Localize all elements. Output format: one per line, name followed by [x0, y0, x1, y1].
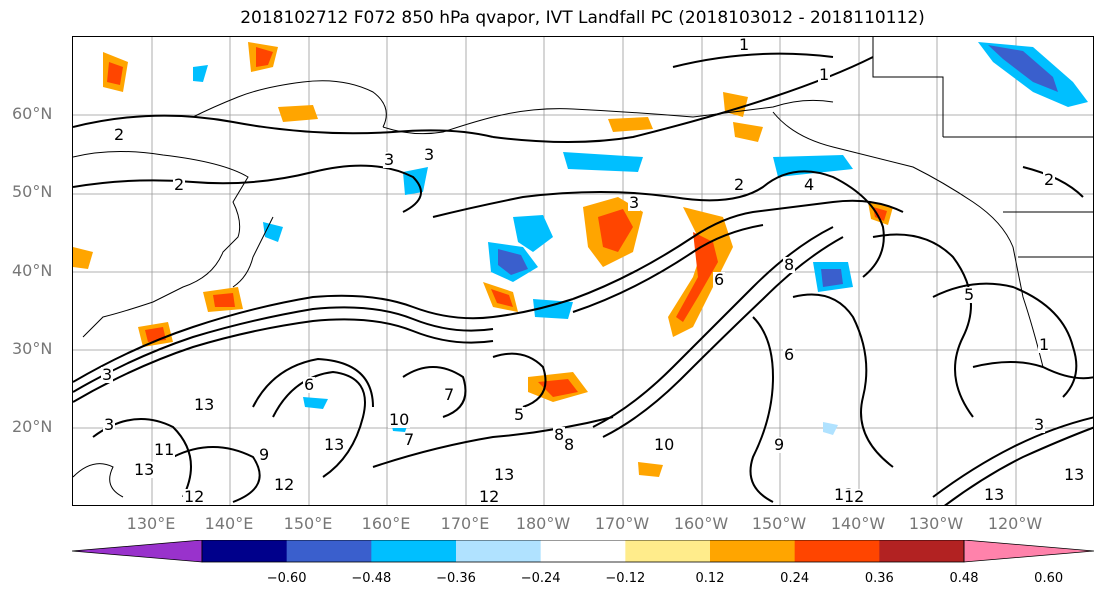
positive-anomaly-region: [278, 105, 318, 122]
map-panel: 1 2 2 3 2 3 4 2 3 3 6 7 3 13 6 10 7 13 5 8 8 9 13 12 13 12 12 11 13 1…: [72, 36, 1094, 506]
positive-anomaly-region: [608, 117, 653, 132]
colorbar-segment: [540, 540, 626, 562]
lon-label: 150°E: [283, 514, 333, 533]
colorbar: [71, 539, 1095, 568]
colorbar-tick-label: −0.60: [266, 571, 307, 586]
lon-label: 170°E: [440, 514, 490, 533]
lon-label: 140°E: [204, 514, 254, 533]
colorbar-tick-label: −0.24: [520, 571, 561, 586]
lon-label: 140°W: [830, 514, 886, 533]
colorbar-segment: [286, 540, 372, 562]
colorbar-segment: [794, 540, 880, 562]
lon-label: 130°W: [908, 514, 964, 533]
negative-anomaly-core: [498, 249, 528, 275]
map-plot: [73, 37, 1093, 505]
gridlines: [73, 37, 1093, 505]
negative-anomaly-region: [391, 422, 408, 432]
lat-label-40n: 40°N: [12, 261, 53, 280]
lon-label: 130°E: [126, 514, 176, 533]
positive-anomaly-core: [491, 289, 513, 307]
colorbar-extend-low: [71, 539, 203, 563]
lon-label: 170°W: [594, 514, 650, 533]
chart-title: 2018102712 F072 850 hPa qvapor, IVT Land…: [240, 8, 925, 28]
lon-label: 150°W: [751, 514, 807, 533]
colorbar-svg: [71, 539, 1095, 563]
negative-anomaly-region: [513, 215, 553, 252]
negative-anomaly-core: [988, 45, 1058, 92]
lat-label-60n: 60°N: [12, 104, 53, 123]
positive-anomaly-core: [538, 379, 578, 397]
lon-label: 180°W: [515, 514, 571, 533]
colorbar-extend-high: [963, 539, 1095, 563]
colorbar-tick-label: 0.24: [780, 571, 810, 586]
positive-anomaly-core: [676, 232, 718, 322]
positive-anomaly-core: [213, 293, 235, 307]
lat-label-30n: 30°N: [12, 339, 53, 358]
colorbar-segment: [710, 540, 796, 562]
negative-anomaly-region: [823, 422, 838, 435]
negative-anomaly-region: [193, 65, 208, 82]
colorbar-segment: [456, 540, 542, 562]
colorbar-tick-label: 0.48: [949, 571, 979, 586]
coastlines: [73, 37, 1093, 498]
lon-label: 160°W: [673, 514, 729, 533]
colorbar-segment: [202, 540, 288, 562]
lon-label: 120°W: [987, 514, 1043, 533]
negative-anomaly-core: [821, 269, 843, 287]
lat-label-20n: 20°N: [12, 417, 53, 436]
positive-anomaly-region: [733, 122, 763, 142]
positive-anomaly-core: [873, 207, 887, 221]
positive-anomaly-core: [107, 62, 123, 85]
negative-anomaly-region: [533, 299, 573, 319]
positive-anomaly-core: [256, 47, 273, 67]
colorbar-tick-label: −0.12: [605, 571, 646, 586]
colorbar-segment: [879, 540, 965, 562]
qvapor-anomaly-fill: [73, 42, 1088, 477]
lon-label: 160°E: [361, 514, 411, 533]
colorbar-tick-label: 0.36: [864, 571, 894, 586]
positive-anomaly-core: [598, 209, 633, 252]
positive-anomaly-region: [73, 247, 93, 269]
colorbar-segment: [371, 540, 457, 562]
lat-label-50n: 50°N: [12, 182, 53, 201]
colorbar-segment: [625, 540, 711, 562]
colorbar-tick-label: 0.12: [695, 571, 725, 586]
colorbar-tick-label: 0.60: [1034, 571, 1064, 586]
colorbar-tick-label: −0.36: [436, 571, 476, 586]
colorbar-frame: [201, 539, 965, 563]
colorbar-tick-label: −0.48: [351, 571, 392, 586]
ivt-contours: [73, 52, 1093, 505]
positive-anomaly-region: [638, 462, 663, 477]
negative-anomaly-region: [563, 152, 643, 172]
negative-anomaly-region: [303, 397, 328, 409]
